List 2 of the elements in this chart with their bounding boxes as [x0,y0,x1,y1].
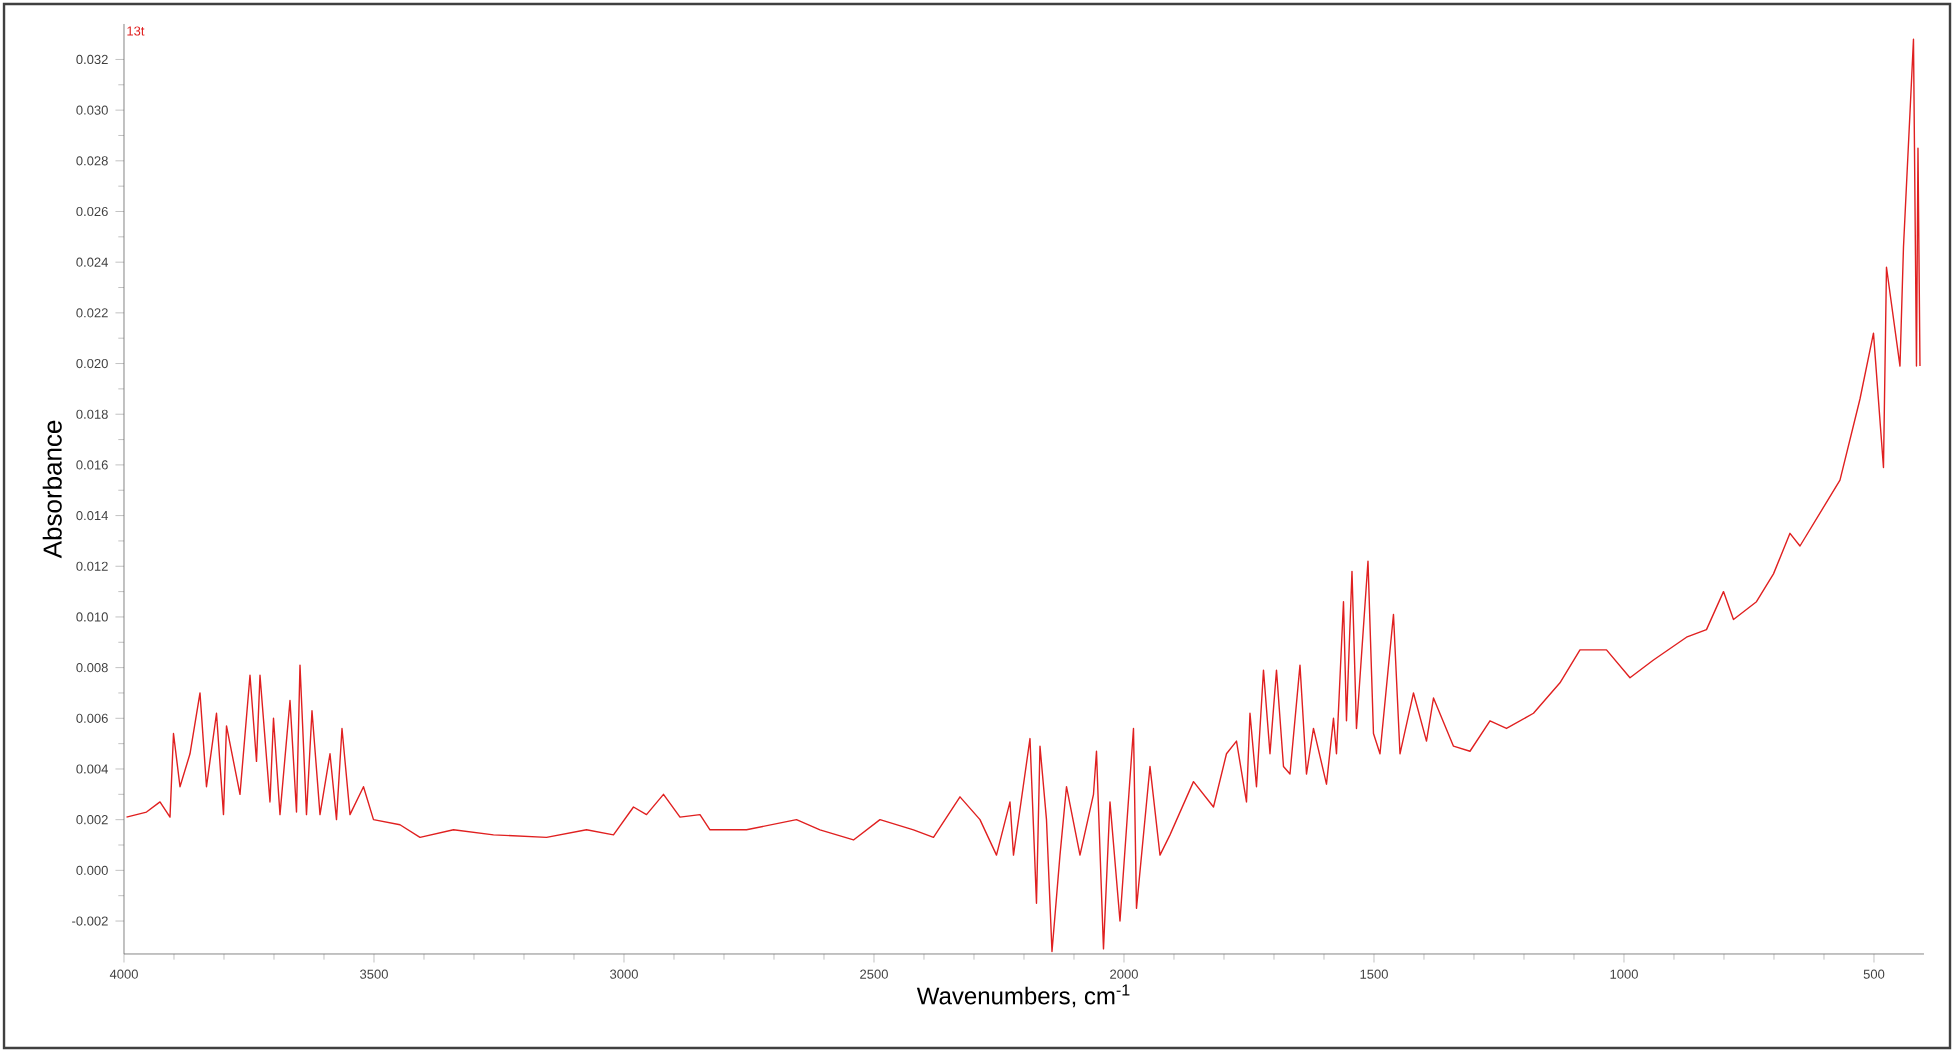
x-axis-title: Wavenumbers, cm$^{-1}$ [916,984,1130,1008]
y-axis-title: Absorbance [42,420,62,559]
